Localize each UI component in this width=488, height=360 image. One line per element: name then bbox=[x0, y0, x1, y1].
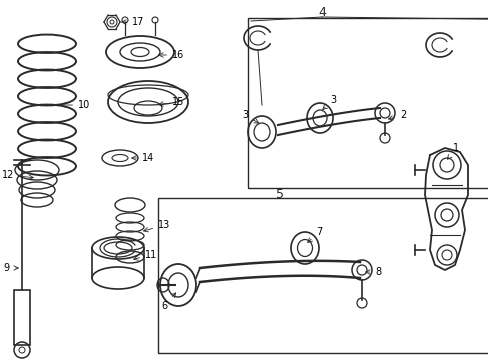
Text: 7: 7 bbox=[307, 227, 322, 243]
Text: 14: 14 bbox=[131, 153, 154, 163]
Text: 10: 10 bbox=[61, 100, 90, 110]
Text: 2: 2 bbox=[388, 110, 406, 120]
Text: 11: 11 bbox=[133, 250, 157, 260]
Text: 4: 4 bbox=[317, 5, 325, 18]
Text: 15: 15 bbox=[158, 97, 184, 107]
Text: 3: 3 bbox=[242, 110, 258, 123]
Text: 3: 3 bbox=[322, 95, 335, 109]
Text: 5: 5 bbox=[275, 189, 284, 202]
Text: 17: 17 bbox=[122, 17, 144, 27]
Text: 9: 9 bbox=[4, 263, 18, 273]
Text: 1: 1 bbox=[447, 143, 458, 159]
Text: 16: 16 bbox=[159, 50, 184, 60]
Text: 13: 13 bbox=[143, 220, 170, 232]
Text: 8: 8 bbox=[365, 267, 380, 277]
Bar bbox=[14, 290, 30, 345]
Bar bbox=[158, 198, 488, 353]
Text: 6: 6 bbox=[162, 293, 175, 311]
Bar bbox=[247, 18, 488, 188]
Text: 12: 12 bbox=[1, 170, 33, 180]
